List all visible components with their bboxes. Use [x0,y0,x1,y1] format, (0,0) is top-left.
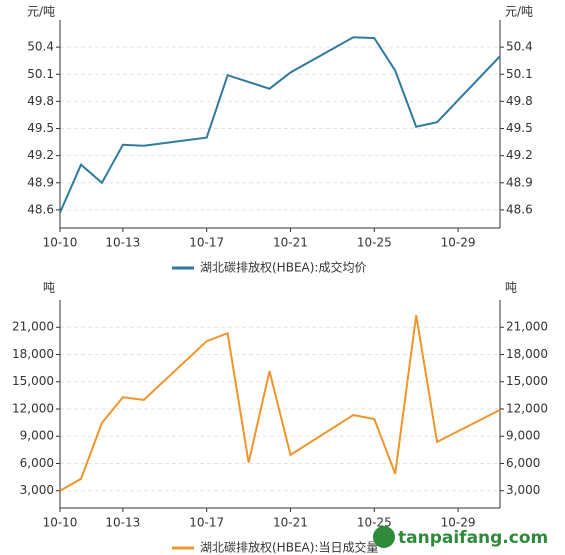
y2-tick-label: 18,000 [506,347,548,361]
y2-tick-label: 48.9 [506,175,533,189]
y-axis-unit: 吨 [43,281,55,295]
y2-tick-label: 48.6 [506,202,533,216]
y-tick-label: 49.8 [27,94,54,108]
x-tick-label: 10-21 [273,516,308,530]
y2-tick-label: 49.5 [506,121,533,135]
y2-axis-unit: 吨 [505,281,517,295]
y-tick-label: 49.5 [27,121,54,135]
y2-tick-label: 3,000 [506,483,540,497]
y-tick-label: 50.4 [27,40,54,54]
y-tick-label: 15,000 [12,374,54,388]
y-tick-label: 48.9 [27,175,54,189]
x-tick-label: 10-13 [105,236,140,250]
legend-label: 湖北碳排放权(HBEA):当日成交量 [200,540,378,555]
y2-tick-label: 50.4 [506,40,533,54]
chart: 元/吨 元/吨 48.6 48.6 48.9 48.9 49.2 49.2 49.5 49.5 49… [27,5,533,275]
y-tick-label: 21,000 [12,320,54,334]
y2-tick-label: 15,000 [506,374,548,388]
watermark: tanpaifang.com [373,526,548,548]
y2-tick-label: 49.2 [506,148,533,162]
y2-axis-unit: 元/吨 [505,5,533,19]
y2-tick-label: 6,000 [506,456,540,470]
x-tick-label: 10-25 [357,516,392,530]
y2-tick-label: 21,000 [506,320,548,334]
chart: 吨 吨 3,000 3,000 6,000 6,000 9,000 9,000 12,000 12… [12,281,548,555]
legend-label: 湖北碳排放权(HBEA):成交均价 [200,260,366,275]
x-tick-label: 10-10 [43,516,78,530]
x-tick-label: 10-29 [441,516,476,530]
x-tick-label: 10-10 [43,236,78,250]
x-tick-label: 10-21 [273,236,308,250]
data-line [59,36,501,214]
y-tick-label: 49.2 [27,148,54,162]
watermark-text: tanpaifang.com [398,528,548,548]
y-tick-label: 18,000 [12,347,54,361]
x-tick-label: 10-13 [105,516,140,530]
x-tick-label: 10-25 [357,236,392,250]
y-tick-label: 12,000 [12,401,54,415]
data-line [59,315,501,492]
y-tick-label: 3,000 [20,483,54,497]
y2-tick-label: 49.8 [506,94,533,108]
x-tick-label: 10-17 [189,236,224,250]
y-tick-label: 9,000 [20,429,54,443]
x-tick-label: 10-17 [189,516,224,530]
y-tick-label: 48.6 [27,202,54,216]
y2-tick-label: 50.1 [506,67,533,81]
x-tick-label: 10-29 [441,236,476,250]
y-tick-label: 50.1 [27,67,54,81]
y2-tick-label: 12,000 [506,401,548,415]
y-tick-label: 6,000 [20,456,54,470]
y-axis-unit: 元/吨 [27,5,55,19]
watermark-logo [373,526,395,548]
y2-tick-label: 9,000 [506,429,540,443]
